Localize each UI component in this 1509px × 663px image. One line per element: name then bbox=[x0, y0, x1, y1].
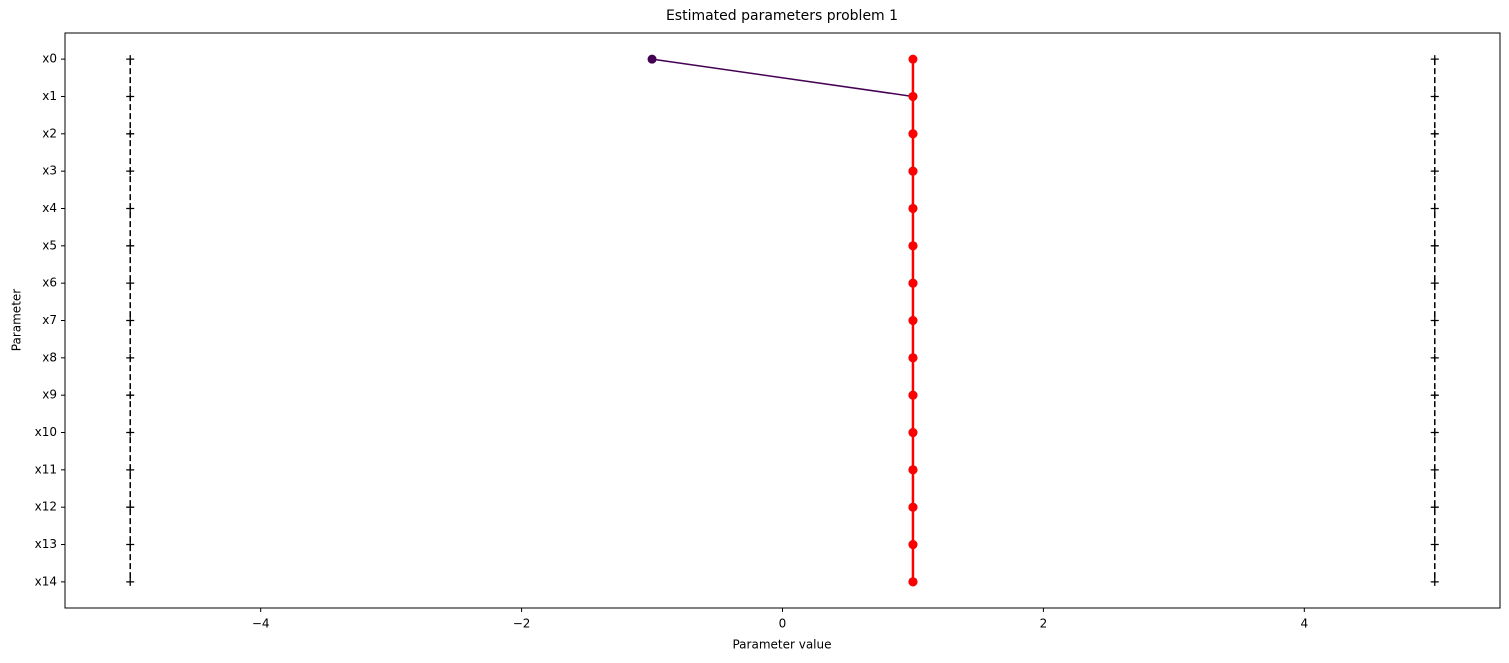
y-tick-label: x6 bbox=[42, 276, 57, 290]
y-tick-label: x13 bbox=[35, 537, 57, 551]
point bbox=[126, 204, 135, 213]
point bbox=[647, 54, 657, 64]
point bbox=[126, 316, 135, 325]
point bbox=[1430, 465, 1439, 474]
plot-frame bbox=[64, 32, 1501, 609]
point bbox=[908, 316, 918, 325]
point bbox=[908, 428, 918, 438]
y-tick-label: x11 bbox=[35, 462, 57, 476]
point bbox=[908, 129, 918, 139]
y-tick-label: x2 bbox=[42, 126, 57, 140]
y-tick-label: x14 bbox=[35, 574, 57, 588]
y-tick-label: x9 bbox=[42, 388, 57, 402]
point bbox=[1430, 129, 1439, 138]
point bbox=[1430, 167, 1439, 176]
point bbox=[1430, 428, 1439, 437]
x-tick-label: −2 bbox=[513, 617, 531, 631]
point bbox=[126, 241, 135, 250]
y-tick-label: x4 bbox=[42, 201, 57, 215]
y-tick-label: x10 bbox=[35, 425, 57, 439]
x-tick-label: −4 bbox=[252, 617, 270, 631]
point bbox=[908, 502, 918, 512]
point bbox=[126, 55, 135, 64]
y-tick-label: x5 bbox=[42, 238, 57, 252]
y-tick-label: x3 bbox=[42, 164, 57, 178]
x-tick-label: 0 bbox=[779, 617, 787, 631]
point bbox=[126, 129, 135, 138]
y-tick-label: x0 bbox=[42, 52, 57, 66]
point bbox=[908, 353, 918, 363]
point bbox=[126, 428, 135, 437]
point bbox=[1430, 241, 1439, 250]
point bbox=[908, 278, 918, 288]
y-tick-label: x7 bbox=[42, 313, 57, 327]
point bbox=[908, 91, 918, 101]
point bbox=[1430, 316, 1439, 325]
point bbox=[908, 241, 918, 251]
point bbox=[1430, 577, 1439, 586]
series-line bbox=[651, 58, 914, 582]
x-tick-label: 4 bbox=[1300, 617, 1308, 631]
point bbox=[908, 166, 918, 176]
point bbox=[1430, 204, 1439, 213]
point bbox=[126, 577, 135, 586]
point bbox=[908, 54, 918, 64]
point bbox=[908, 390, 918, 400]
point bbox=[126, 503, 135, 512]
point bbox=[908, 203, 918, 213]
point bbox=[1430, 279, 1439, 288]
point bbox=[1430, 92, 1439, 101]
point bbox=[126, 540, 135, 549]
y-axis-label: Parameter bbox=[10, 289, 24, 351]
point bbox=[908, 465, 918, 475]
x-tick-label: 2 bbox=[1040, 617, 1048, 631]
point bbox=[1430, 391, 1439, 400]
y-tick-label: x1 bbox=[42, 89, 57, 103]
point bbox=[908, 540, 918, 550]
point bbox=[126, 92, 135, 101]
point bbox=[126, 279, 135, 288]
point bbox=[126, 353, 135, 362]
point bbox=[1430, 55, 1439, 64]
x-axis-label: Parameter value bbox=[732, 638, 831, 652]
y-tick-label: x8 bbox=[42, 350, 57, 364]
point bbox=[1430, 503, 1439, 512]
point bbox=[1430, 353, 1439, 362]
point bbox=[908, 577, 918, 587]
point bbox=[126, 167, 135, 176]
point bbox=[126, 391, 135, 400]
point bbox=[1430, 540, 1439, 549]
y-tick-label: x12 bbox=[35, 500, 57, 514]
chart-title: Estimated parameters problem 1 bbox=[666, 8, 898, 24]
point bbox=[126, 465, 135, 474]
